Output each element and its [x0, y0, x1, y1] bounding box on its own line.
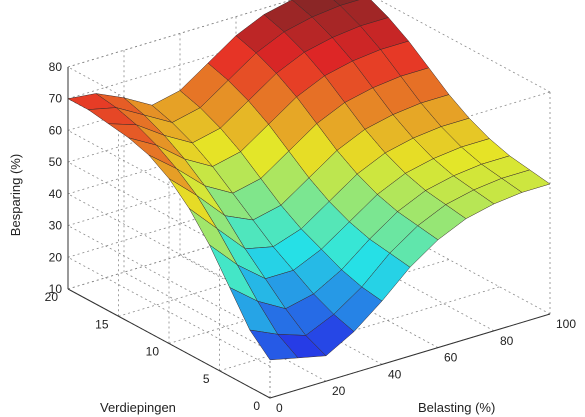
- grid-line: [67, 225, 271, 335]
- x-tick-label: 0: [276, 401, 283, 415]
- grid-line: [67, 161, 271, 272]
- grid-line: [67, 14, 349, 100]
- grid-line: [219, 286, 500, 372]
- x-tick-label: 40: [388, 367, 402, 381]
- y-tick-label: 5: [203, 372, 210, 386]
- z-tick-label: 70: [49, 92, 63, 106]
- x-tick-label: 100: [556, 317, 576, 331]
- z-tick-label: 60: [49, 123, 63, 137]
- surface-plot: [67, 0, 551, 361]
- box-edge: [67, 0, 293, 68]
- box-edge: [378, 0, 551, 93]
- z-tick-label: 30: [49, 219, 63, 233]
- grid-line: [123, 271, 327, 382]
- z-tick-label: 80: [49, 60, 63, 74]
- z-tick-label: 50: [49, 155, 63, 169]
- z-tick-label: 10: [49, 282, 63, 296]
- grid-line: [179, 255, 383, 365]
- z-axis-label: Besparing (%): [8, 154, 23, 236]
- grid-line: [67, 204, 349, 290]
- grid-line: [67, 256, 271, 367]
- y-tick-label: 15: [95, 317, 109, 331]
- x-tick-label: 20: [332, 384, 346, 398]
- y-tick-label: 20: [45, 290, 59, 304]
- grid-line: [67, 130, 271, 240]
- y-tick-label: 0: [253, 399, 260, 413]
- y-axis-label: Verdiepingen: [100, 400, 176, 415]
- z-tick-label: 40: [49, 187, 63, 201]
- y-axis-line: [67, 288, 271, 399]
- x-tick-label: 80: [500, 334, 514, 348]
- grid-line: [67, 193, 271, 304]
- z-tick-label: 20: [49, 250, 63, 264]
- x-axis-line: [269, 313, 551, 399]
- y-tick-label: 10: [146, 345, 160, 359]
- x-tick-label: 60: [444, 351, 458, 365]
- grid-line: [67, 66, 271, 177]
- x-axis-label: Belasting (%): [418, 400, 495, 415]
- surface-patch: [333, 0, 360, 6]
- surface-patch: [501, 169, 551, 193]
